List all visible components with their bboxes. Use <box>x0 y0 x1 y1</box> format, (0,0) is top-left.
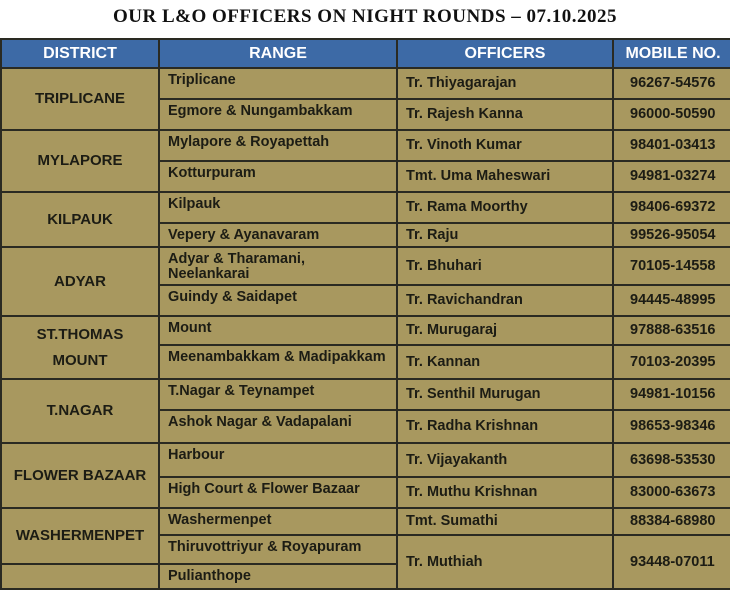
officer-cell: Tr. Rama Moorthy <box>396 191 614 224</box>
district-cell: FLOWER BAZAAR <box>0 442 160 509</box>
range-cell: Thiruvottriyur & Royapuram <box>158 534 398 565</box>
range-cell: Harbour <box>158 442 398 478</box>
range-cell: Egmore & Nungambakkam <box>158 98 398 131</box>
district-cell: ST.THOMAS MOUNT <box>0 315 160 380</box>
range-cell: Pulianthope <box>158 563 398 590</box>
table-row: ST.THOMAS MOUNT Mount Tr. Murugaraj 97888-6… <box>0 315 730 380</box>
district-cell: WASHERMENPET <box>0 507 160 565</box>
mobile-cell: 94981-03274 <box>612 160 730 193</box>
district-cell: ADYAR <box>0 246 160 317</box>
officer-cell: Tr. Murugaraj <box>396 315 614 346</box>
mobile-cell: 98401-03413 <box>612 129 730 162</box>
table-row: Thiruvottriyur & Royapuram Tr. Muthiah 934… <box>1 534 730 590</box>
district-cell: TRIPLICANE <box>0 67 160 131</box>
table-row: T.NAGAR T.Nagar & Teynampet Tr. Senthil Mu… <box>0 378 730 444</box>
mobile-cell: 96267-54576 <box>612 67 730 100</box>
range-cell: Triplicane <box>158 67 398 100</box>
officer-cell: Tmt. Sumathi <box>396 507 614 536</box>
mobile-cell: 99526-95054 <box>612 222 730 248</box>
mobile-cell: 93448-07011 <box>612 534 730 590</box>
header-district: DISTRICT <box>0 38 160 69</box>
range-cell: Meenambakkam & Madipakkam <box>158 344 398 380</box>
table-row: High Court & Flower Bazaar Tr. Muthu Kris… <box>1 476 730 509</box>
table-row: Egmore & Nungambakkam Tr. Rajesh Kanna 960… <box>1 98 730 131</box>
mobile-cell: 97888-63516 <box>612 315 730 346</box>
table-row: MYLAPORE Mylapore & Royapettah Tr. Vinoth … <box>0 129 730 193</box>
district-cell: MYLAPORE <box>0 129 160 193</box>
table-row: FLOWER BAZAAR Harbour Tr. Vijayakanth 63698… <box>0 442 730 509</box>
district-cell: T.NAGAR <box>0 378 160 444</box>
officer-cell: Tr. Vinoth Kumar <box>396 129 614 162</box>
range-cell: Washermenpet <box>158 507 398 536</box>
range-cell: Mylapore & Royapettah <box>158 129 398 162</box>
mobile-cell: 96000-50590 <box>612 98 730 131</box>
district-cell: KILPAUK <box>0 191 160 248</box>
table-row: WASHERMENPET Washermenpet Tmt. Sumathi 8838… <box>0 507 730 565</box>
officer-cell: Tr. Muthu Krishnan <box>396 476 614 509</box>
officer-cell: Tr. Vijayakanth <box>396 442 614 478</box>
range-cell: Ashok Nagar & Vadapalani <box>158 409 398 444</box>
mobile-cell: 94981-10156 <box>612 378 730 411</box>
district-cell <box>0 563 160 590</box>
table-row: TRIPLICANE Triplicane Tr. Thiyagarajan 9626… <box>0 67 730 131</box>
header-row: DISTRICT RANGE OFFICERS MOBILE NO. <box>0 38 730 69</box>
header-mobile: MOBILE NO. <box>612 38 730 69</box>
table-row: KILPAUK Kilpauk Tr. Rama Moorthy 98406-6937… <box>0 191 730 248</box>
mobile-cell: 88384-68980 <box>612 507 730 536</box>
range-cell: T.Nagar & Teynampet <box>158 378 398 411</box>
range-cell: Kotturpuram <box>158 160 398 193</box>
table-row: ADYAR Adyar & Tharamani, Neelankarai Tr. B… <box>0 246 730 317</box>
mobile-cell: 98653-98346 <box>612 409 730 444</box>
table-row: Meenambakkam & Madipakkam Tr. Kannan 70103… <box>1 344 730 380</box>
officer-cell: Tr. Kannan <box>396 344 614 380</box>
range-cell: Mount <box>158 315 398 346</box>
mobile-cell: 70103-20395 <box>612 344 730 380</box>
header-officers: OFFICERS <box>396 38 614 69</box>
officer-cell: Tr. Senthil Murugan <box>396 378 614 411</box>
range-cell: Kilpauk <box>158 191 398 224</box>
mobile-cell: 98406-69372 <box>612 191 730 224</box>
table-row: Kotturpuram Tmt. Uma Maheswari 94981-03274 <box>1 160 730 193</box>
table-row: Vepery & Ayanavaram Tr. Raju 99526-95054 <box>1 222 730 248</box>
table-row: Guindy & Saidapet Tr. Ravichandran 94445-4… <box>1 284 730 317</box>
officer-cell: Tr. Ravichandran <box>396 284 614 317</box>
officers-table: DISTRICT RANGE OFFICERS MOBILE NO. TRIPL… <box>0 38 730 590</box>
mobile-cell: 63698-53530 <box>612 442 730 478</box>
officer-cell: Tmt. Uma Maheswari <box>396 160 614 193</box>
officer-cell: Tr. Raju <box>396 222 614 248</box>
range-cell: Adyar & Tharamani, Neelankarai <box>158 246 398 286</box>
mobile-cell: 83000-63673 <box>612 476 730 509</box>
page-title: OUR L&O OFFICERS ON NIGHT ROUNDS – 07.10… <box>112 6 618 27</box>
officer-cell: Tr. Bhuhari <box>396 246 614 286</box>
officer-cell: Tr. Thiyagarajan <box>396 67 614 100</box>
table-row: Pulianthope <box>0 563 730 590</box>
officer-cell: Tr. Rajesh Kanna <box>396 98 614 131</box>
officer-cell: Tr. Radha Krishnan <box>396 409 614 444</box>
mobile-cell: 70105-14558 <box>612 246 730 286</box>
range-cell: Vepery & Ayanavaram <box>158 222 398 248</box>
officer-cell: Tr. Muthiah <box>396 534 614 590</box>
table-row: Ashok Nagar & Vadapalani Tr. Radha Krishn… <box>1 409 730 444</box>
range-cell: Guindy & Saidapet <box>158 284 398 317</box>
range-cell: High Court & Flower Bazaar <box>158 476 398 509</box>
mobile-cell: 94445-48995 <box>612 284 730 317</box>
header-range: RANGE <box>158 38 398 69</box>
